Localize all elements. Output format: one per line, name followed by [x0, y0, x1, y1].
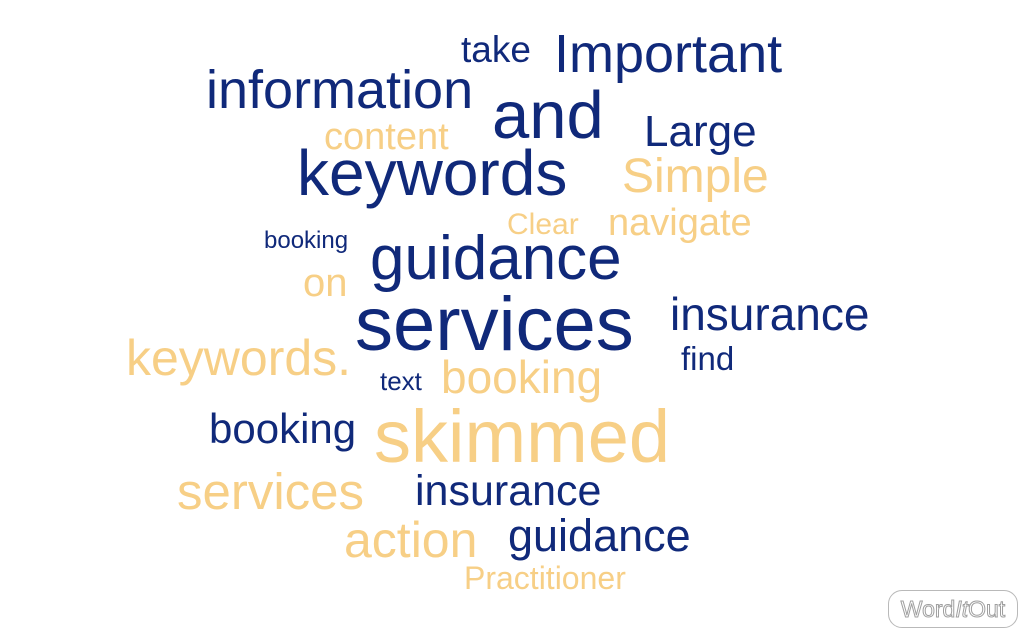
- word-clear: Clear: [507, 208, 579, 241]
- word-navigate: navigate: [608, 202, 752, 244]
- word-keywords: keywords: [297, 137, 568, 209]
- word-take: take: [461, 29, 531, 70]
- word-guidance: guidance: [370, 224, 622, 293]
- word-keywords-period: keywords.: [126, 330, 352, 386]
- word-skimmed: skimmed: [374, 395, 671, 478]
- word-content: content: [324, 116, 449, 158]
- word-insurance: insurance: [415, 467, 602, 515]
- word-and: and: [492, 78, 604, 153]
- word-information: information: [206, 60, 474, 120]
- logo-out-part: Out: [968, 595, 1006, 622]
- word-guidance: guidance: [508, 510, 691, 561]
- word-practitioner: Practitioner: [464, 560, 626, 596]
- logo-word-part: Word: [900, 595, 956, 622]
- word-services: services: [355, 282, 634, 367]
- word-find: find: [681, 340, 735, 377]
- word-on: on: [303, 261, 348, 305]
- word-important: Important: [554, 24, 783, 84]
- logo-it-part: It: [955, 595, 969, 622]
- word-booking: booking: [209, 405, 357, 452]
- word-action: action: [344, 512, 478, 568]
- word-text: text: [380, 366, 422, 396]
- word-booking: booking: [441, 351, 603, 403]
- word-insurance: insurance: [670, 288, 870, 340]
- word-booking: booking: [264, 227, 349, 254]
- word-services: services: [177, 463, 365, 520]
- word-large: Large: [644, 107, 757, 156]
- wordout-logo[interactable]: Word It Out: [888, 590, 1018, 628]
- word-simple: Simple: [622, 150, 769, 203]
